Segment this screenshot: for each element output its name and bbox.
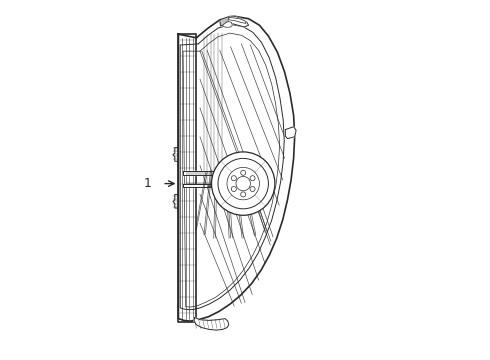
Circle shape — [241, 192, 245, 197]
Circle shape — [241, 170, 245, 175]
Text: 1: 1 — [144, 177, 151, 190]
Circle shape — [250, 176, 255, 181]
Polygon shape — [222, 22, 232, 27]
Polygon shape — [220, 16, 248, 27]
Circle shape — [227, 167, 259, 200]
Circle shape — [250, 186, 255, 192]
Circle shape — [212, 152, 275, 215]
Circle shape — [231, 186, 236, 192]
Polygon shape — [178, 34, 196, 322]
Circle shape — [218, 158, 269, 209]
Circle shape — [231, 176, 236, 181]
Circle shape — [236, 176, 250, 191]
Polygon shape — [194, 318, 229, 330]
Polygon shape — [183, 184, 247, 187]
Polygon shape — [229, 17, 245, 23]
Polygon shape — [183, 171, 251, 175]
Polygon shape — [178, 16, 294, 321]
Polygon shape — [285, 127, 296, 139]
